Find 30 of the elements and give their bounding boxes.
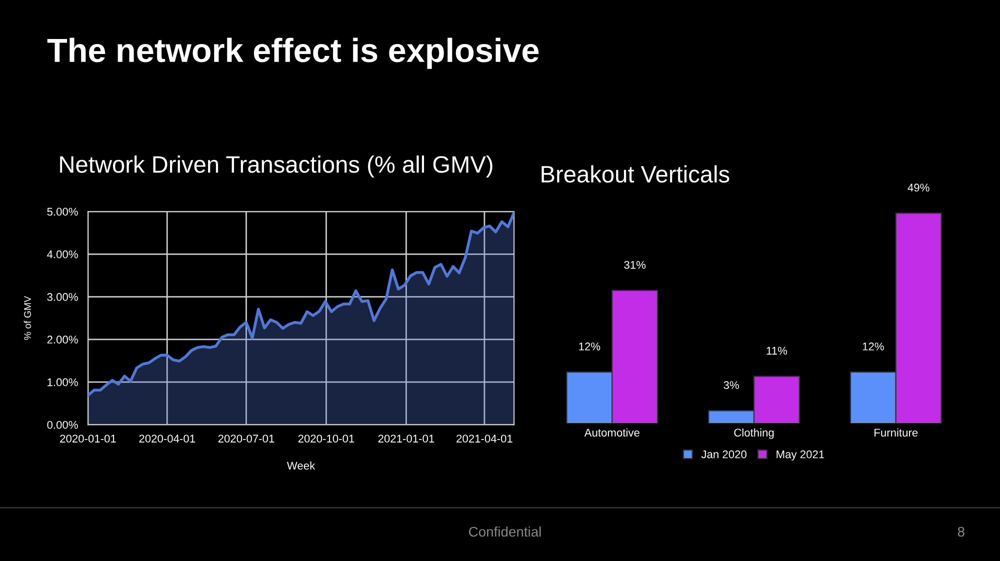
data-label: 49%: [908, 184, 930, 192]
x-tick-label: Automotive: [584, 428, 640, 437]
legend-label: May 2021: [776, 450, 824, 460]
x-tick-label: 2020-07-01: [218, 434, 274, 443]
data-label: 31%: [624, 260, 646, 269]
text: Confidential: [469, 526, 541, 537]
y-tick-label: 5.00%: [47, 208, 78, 216]
y-tick-label: 4.00%: [47, 250, 78, 258]
y-tick-label: 1.00%: [48, 378, 78, 386]
y-tick-label: 0.00%: [47, 420, 78, 429]
chart-title: Network Driven Transactions (% all GMV): [60, 155, 492, 178]
x-tick-label: 2020-10-01: [298, 434, 354, 443]
chart-title: Breakout Verticals: [542, 165, 730, 183]
data-label: 3%: [724, 381, 739, 390]
x-tick-label: 2020-04-01: [139, 434, 195, 443]
data-label: 11%: [766, 346, 788, 355]
x-tick-label: Clothing: [734, 428, 774, 439]
text: 8: [958, 526, 964, 537]
y-axis-title: % of GMV: [24, 296, 31, 340]
x-tick-label: 2021-04-01: [456, 434, 512, 443]
x-tick-label: 2020-01-01: [60, 434, 116, 443]
text: The network effect is explosive: [47, 38, 539, 69]
y-tick-label: 2.00%: [47, 336, 78, 344]
data-label: 12%: [579, 342, 600, 350]
legend-label: Jan 2020: [701, 450, 746, 458]
x-axis-title: Week: [286, 461, 316, 470]
y-tick-label: 3.00%: [47, 293, 78, 301]
x-tick-label: 2021-01-01: [378, 434, 434, 443]
data-label: 12%: [862, 342, 884, 350]
x-tick-label: Furniture: [874, 428, 918, 437]
